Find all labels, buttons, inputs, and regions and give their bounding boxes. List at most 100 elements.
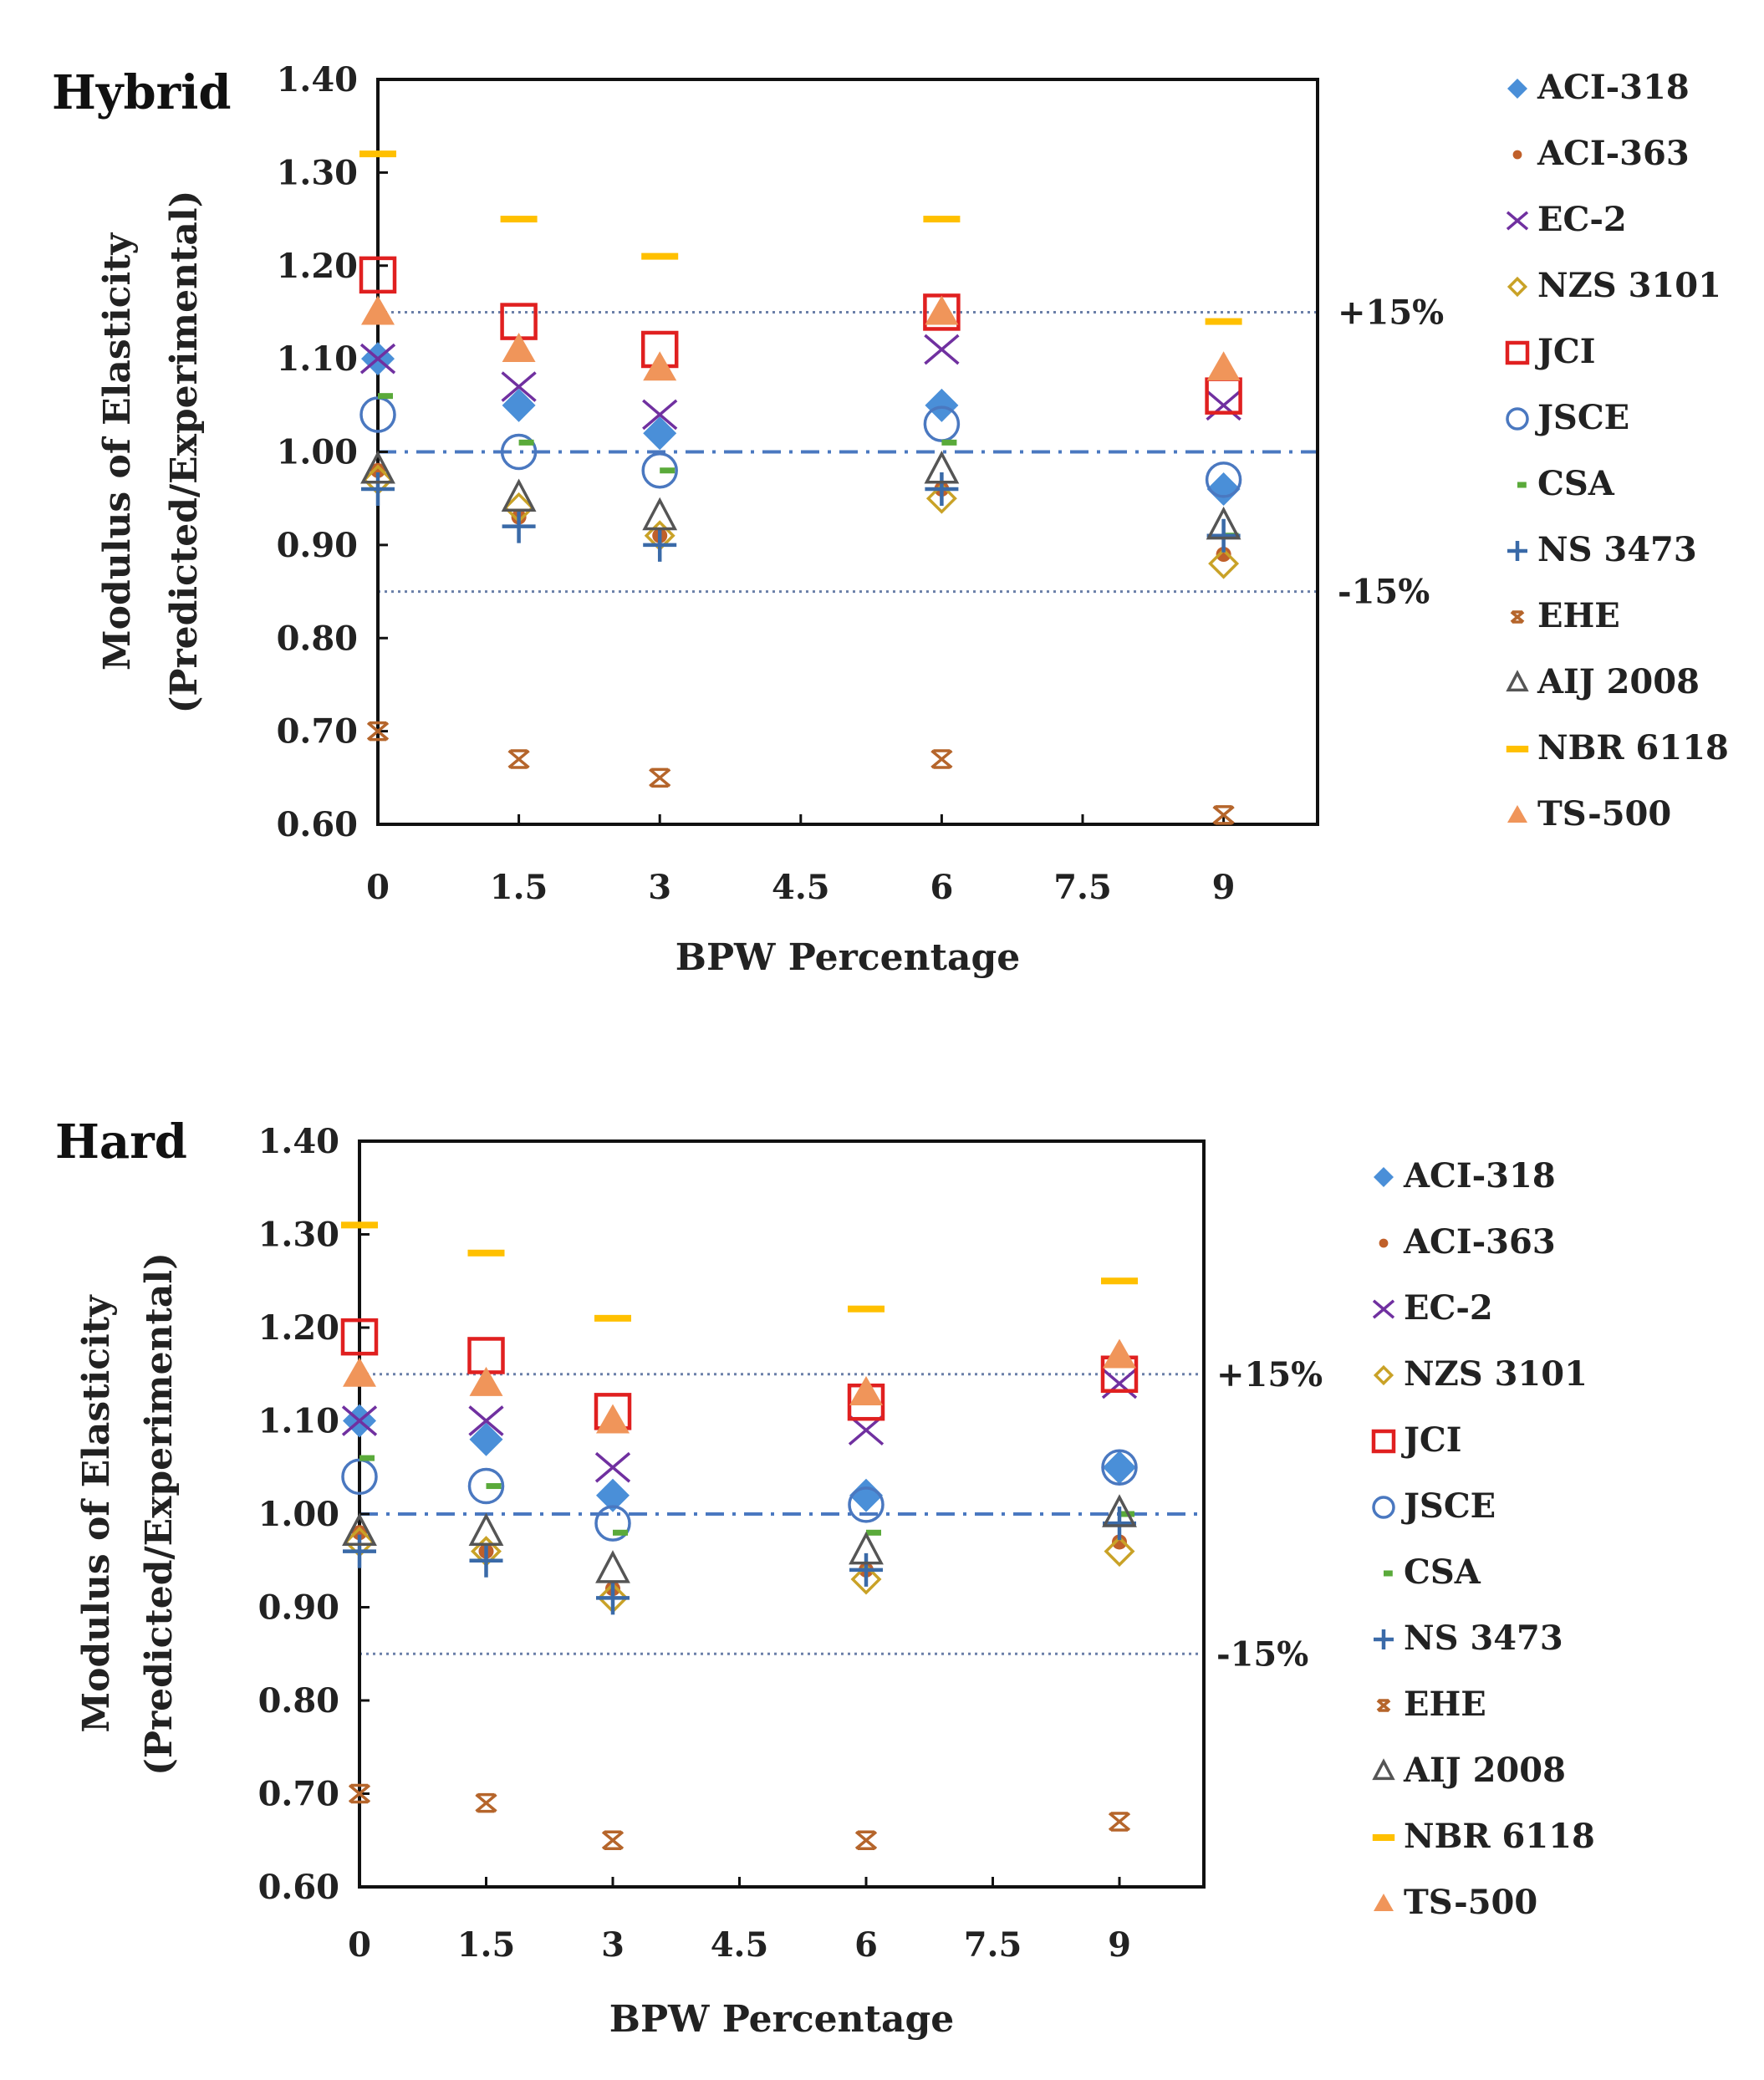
- legend-item: EC-2: [1506, 200, 1627, 239]
- data-point: [1216, 547, 1231, 563]
- x-axis-label: BPW Percentage: [609, 1998, 954, 2041]
- legend-marker-shape: [1506, 407, 1529, 431]
- legend-label: NBR 6118: [1537, 728, 1729, 767]
- y-tick-label: 1.00: [277, 433, 358, 472]
- legend-marker-shape: [1507, 541, 1527, 561]
- y-tick-label: 0.70: [277, 712, 358, 752]
- y-tick-label: 1.40: [277, 60, 358, 99]
- legend-label: ACI-318: [1537, 68, 1690, 107]
- data-point: [360, 451, 395, 484]
- data-point: [1103, 1338, 1136, 1369]
- y-axis-label: (Predicted/Experimental): [163, 191, 206, 714]
- legend-label: AIJ 2008: [1537, 662, 1700, 701]
- legend-marker-shape: [1376, 1699, 1391, 1712]
- legend-marker: [1510, 610, 1525, 624]
- legend-label: EC-2: [1404, 1288, 1493, 1328]
- legend-item: JSCE: [1506, 398, 1629, 437]
- data-point: [649, 767, 671, 788]
- data-point: [501, 371, 537, 402]
- data-point-shape: [468, 1512, 504, 1547]
- legend-marker: [1507, 276, 1528, 298]
- legend-marker: [1505, 340, 1530, 365]
- data-point: [359, 343, 396, 375]
- data-point: [613, 1529, 628, 1536]
- data-point: [594, 1451, 631, 1483]
- legend-item: JCI: [1371, 1420, 1461, 1460]
- legend-item: TS-500: [1374, 1883, 1537, 1922]
- data-point-shape: [359, 150, 396, 158]
- data-point: [366, 721, 390, 742]
- x-tick-label: 3: [648, 868, 671, 907]
- legend-marker: [1374, 1629, 1394, 1649]
- data-point-shape: [502, 332, 536, 362]
- data-point: [924, 451, 960, 484]
- data-point-shape: [343, 1357, 376, 1387]
- data-point-shape: [341, 1405, 378, 1436]
- legend-label: JSCE: [1535, 398, 1629, 437]
- data-point-shape: [468, 1405, 504, 1436]
- legend-marker-shape: [1372, 1496, 1395, 1519]
- data-point-shape: [469, 1366, 503, 1396]
- legend-item: ACI-318: [1507, 68, 1690, 107]
- series-ec-2: [359, 334, 1241, 431]
- data-point: [601, 1830, 625, 1850]
- legend-marker-shape: [1506, 211, 1529, 231]
- data-point-shape: [518, 439, 534, 446]
- data-point-shape: [1101, 1368, 1138, 1399]
- chart-hard: Hard +15% -15% 0.60 0.70 0.80 0.90 1.00 1.10 1.20…: [55, 1114, 1595, 2041]
- data-point-shape: [1212, 805, 1235, 825]
- data-point-shape: [500, 216, 538, 223]
- legend-marker: [1507, 805, 1527, 823]
- legend-marker: [1517, 482, 1527, 488]
- reference-label: +15%: [1338, 293, 1444, 332]
- data-point: [340, 1318, 379, 1356]
- data-point: [1208, 548, 1240, 579]
- legend-label: CSA: [1537, 464, 1615, 503]
- series-nzs-3101: [362, 464, 1240, 579]
- series-aij-2008: [342, 1494, 1137, 1583]
- data-point-shape: [596, 1581, 630, 1615]
- data-point: [1103, 1450, 1136, 1485]
- legend-marker: [1512, 150, 1522, 160]
- x-tick-label: 1.5: [457, 1925, 516, 1965]
- data-point: [500, 216, 538, 223]
- chart-title: Hybrid: [52, 65, 232, 120]
- data-point: [596, 1404, 630, 1434]
- legend-marker-shape: [1507, 276, 1528, 298]
- legend-item: JCI: [1505, 332, 1595, 371]
- data-point: [502, 388, 536, 422]
- data-point: [1205, 318, 1242, 325]
- data-point: [643, 351, 677, 381]
- data-point: [1212, 805, 1235, 825]
- data-point: [348, 1783, 371, 1804]
- data-point-shape: [1103, 1450, 1136, 1485]
- data-point-shape: [1216, 547, 1231, 563]
- data-point-shape: [1206, 351, 1241, 381]
- legend-marker: [1506, 211, 1529, 231]
- data-point: [643, 528, 677, 562]
- data-point-shape: [340, 1318, 379, 1356]
- legend-marker: [1374, 1894, 1394, 1911]
- series-jsce: [359, 396, 1242, 498]
- data-point-shape: [486, 1483, 502, 1490]
- series-ts-500: [361, 295, 1241, 381]
- series-ehe: [366, 721, 1235, 825]
- data-point: [500, 433, 538, 471]
- data-point: [502, 332, 536, 362]
- data-point-shape: [501, 371, 537, 402]
- legend-marker-shape: [1384, 1570, 1393, 1577]
- data-point-shape: [359, 1455, 375, 1461]
- legend-item: ACI-318: [1374, 1156, 1556, 1195]
- data-point-shape: [925, 388, 959, 422]
- data-point-shape: [660, 467, 676, 474]
- legend-marker-shape: [1372, 1758, 1395, 1781]
- data-point-shape: [941, 439, 957, 446]
- y-tick-label: 0.60: [277, 805, 358, 844]
- data-point-shape: [1205, 461, 1242, 498]
- data-point: [925, 295, 959, 325]
- data-point-shape: [359, 343, 396, 375]
- data-point-shape: [1101, 1449, 1138, 1486]
- data-point-shape: [1103, 1506, 1136, 1541]
- x-tick-label: 9: [1212, 868, 1236, 907]
- data-point: [1206, 506, 1241, 540]
